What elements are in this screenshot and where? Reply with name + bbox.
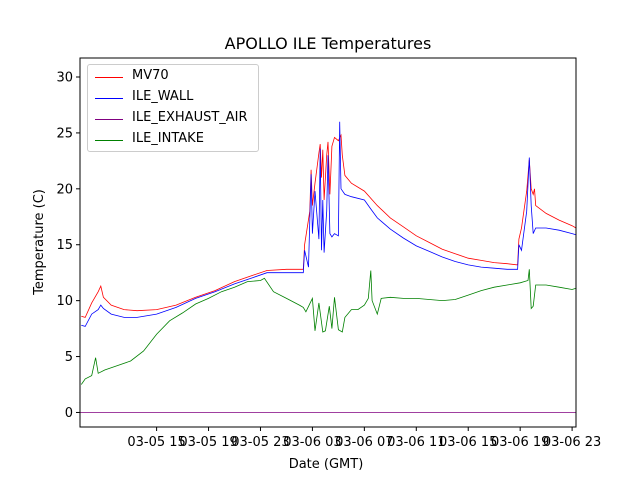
x-tick-label: 03-06 03 [283,435,341,450]
legend-item-ile-intake: ILE_INTAKE [88,130,260,150]
legend-label-mv70: MV70 [132,68,169,83]
chart-title: APOLLO ILE Temperatures [225,34,432,53]
x-tick-label: 03-06 15 [439,435,497,450]
x-tick-label: 03-06 11 [387,435,445,450]
series-layer [80,121,577,413]
x-tick-label: 03-05 23 [231,435,289,450]
legend-label-ile-exhaust-air: ILE_EXHAUST_AIR [132,110,248,125]
x-tick-label: 03-06 07 [335,435,393,450]
legend: MV70 ILE_WALL ILE_EXHAUST_AIR ILE_INTAKE [87,64,259,152]
legend-swatch-ile-wall [95,98,123,99]
legend-item-mv70: MV70 [88,67,260,87]
legend-swatch-ile-intake [95,140,123,141]
legend-label-ile-wall: ILE_WALL [132,89,194,104]
y-tick-label: 5 [65,350,73,365]
series-line-ile-intake [80,269,577,385]
y-tick-label: 0 [65,406,73,421]
x-tick-label: 03-05 15 [127,435,185,450]
x-tick-label: 03-06 23 [543,435,601,450]
x-axis-label: Date (GMT) [289,457,364,472]
y-tick-label: 15 [56,238,73,253]
series-line-mv70 [81,133,577,318]
x-tick-label: 03-06 19 [491,435,549,450]
plot-frame [79,57,577,428]
legend-swatch-ile-exhaust-air [95,119,123,120]
legend-swatch-mv70 [95,77,123,78]
x-tick-label: 03-05 19 [179,435,237,450]
y-tick-label: 20 [56,182,73,197]
y-tick-label: 25 [56,126,73,141]
legend-item-ile-wall: ILE_WALL [88,88,260,108]
legend-item-ile-exhaust-air: ILE_EXHAUST_AIR [88,109,260,129]
legend-label-ile-intake: ILE_INTAKE [132,131,204,146]
y-axis-label: Temperature (C) [32,189,47,296]
y-tick-label: 10 [56,294,73,309]
y-tick-label: 30 [56,71,73,86]
series-line-ile-wall [81,121,577,327]
